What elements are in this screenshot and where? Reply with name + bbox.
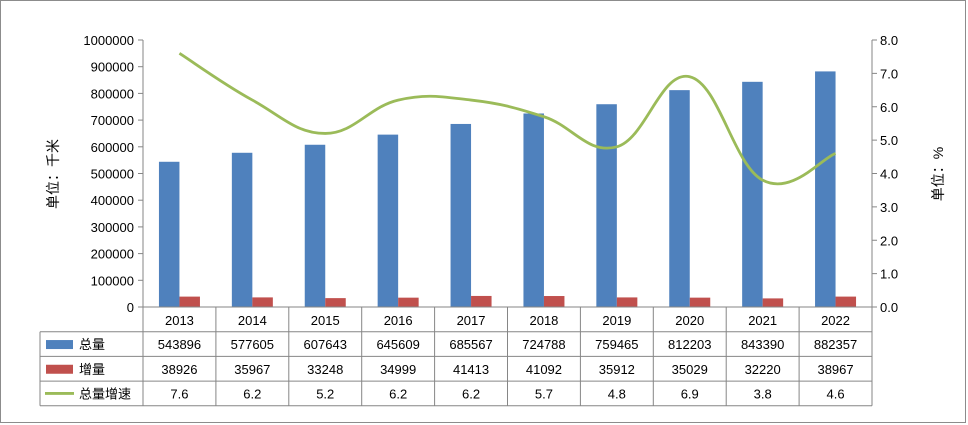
bar-total <box>669 90 690 307</box>
table-cell-value: 38926 <box>161 362 197 377</box>
bar-increment <box>689 297 711 307</box>
x-tick-label: 2020 <box>675 313 704 328</box>
table-cell-value: 6.2 <box>389 386 407 401</box>
y-left-tick-label: 200000 <box>91 247 134 262</box>
y-right-tick-label: 3.0 <box>880 200 898 215</box>
y-left-tick-label: 900000 <box>91 60 134 75</box>
bar-increment <box>325 298 346 307</box>
table-cell-value: 645609 <box>376 337 419 352</box>
table-cell-value: 843390 <box>741 337 784 352</box>
table-cell-value: 724788 <box>522 337 565 352</box>
y-axis-right-title: 单位：% <box>930 147 946 201</box>
x-tick-label: 2019 <box>602 313 631 328</box>
table-cell-value: 3.8 <box>754 386 772 401</box>
table-cell-value: 6.2 <box>243 386 261 401</box>
y-right-tick-label: 7.0 <box>880 66 898 81</box>
table-cell-value: 7.6 <box>170 386 188 401</box>
bar-total <box>523 113 544 308</box>
table-cell-value: 6.9 <box>681 386 699 401</box>
y-right-tick-label: 5.0 <box>880 133 898 148</box>
bar-increment <box>543 296 565 307</box>
table-cell-value: 5.7 <box>535 386 553 401</box>
legend-label: 总量增速 <box>79 386 131 401</box>
y-left-tick-label: 700000 <box>91 113 134 128</box>
bar-increment <box>616 297 638 307</box>
bar-increment <box>252 297 273 307</box>
y-left-tick-label: 600000 <box>91 140 134 155</box>
bar-increment <box>398 297 419 307</box>
table-cell-value: 35912 <box>599 362 635 377</box>
table-cell-value: 812203 <box>668 337 711 352</box>
x-tick-label: 2018 <box>529 313 558 328</box>
table-cell-value: 6.2 <box>462 386 480 401</box>
table-cell-value: 35029 <box>672 362 708 377</box>
x-tick-label: 2013 <box>165 313 194 328</box>
bar-increment <box>835 296 857 307</box>
bar-increment <box>471 295 492 307</box>
table-cell-value: 33248 <box>307 362 343 377</box>
bar-increment <box>179 296 200 307</box>
y-left-tick-label: 1000000 <box>83 33 134 48</box>
bar-total <box>304 144 326 307</box>
table-cell-value: 543896 <box>158 337 201 352</box>
table-cell-value: 35967 <box>234 362 270 377</box>
y-left-tick-label: 500000 <box>91 167 134 182</box>
table-cell-value: 882357 <box>814 337 857 352</box>
y-right-tick-label: 1.0 <box>880 267 898 282</box>
x-tick-label: 2014 <box>238 313 267 328</box>
table-cell-value: 5.2 <box>316 386 334 401</box>
y-right-tick-label: 4.0 <box>880 167 898 182</box>
y-right-tick-label: 6.0 <box>880 100 898 115</box>
y-right-tick-label: 8.0 <box>880 33 898 48</box>
y-right-tick-label: 0.0 <box>880 300 898 315</box>
bar-total <box>596 104 617 308</box>
table-cell-value: 759465 <box>595 337 638 352</box>
x-tick-label: 2021 <box>748 313 777 328</box>
legend-label: 总量 <box>79 337 105 352</box>
table-cell-value: 685567 <box>449 337 492 352</box>
x-tick-label: 2022 <box>821 313 850 328</box>
table-cell-value: 32220 <box>745 362 781 377</box>
y-left-tick-label: 800000 <box>91 86 134 101</box>
y-right-tick-label: 2.0 <box>880 233 898 248</box>
bar-increment <box>762 298 784 307</box>
table-cell-value: 41413 <box>453 362 489 377</box>
bar-total <box>742 81 763 307</box>
line-growth-rate <box>178 52 837 186</box>
bar-total <box>377 134 399 307</box>
y-left-tick-label: 400000 <box>91 193 134 208</box>
legend-label: 增量 <box>79 362 105 377</box>
legend-key-total <box>46 340 73 350</box>
table-cell-value: 4.8 <box>608 386 626 401</box>
bar-total <box>231 152 253 307</box>
table-cell-value: 607643 <box>304 337 347 352</box>
x-tick-label: 2015 <box>311 313 340 328</box>
table-cell-value: 34999 <box>380 362 416 377</box>
table-cell-value: 577605 <box>231 337 274 352</box>
y-left-tick-label: 0 <box>127 300 134 315</box>
x-tick-label: 2017 <box>457 313 486 328</box>
x-tick-label: 2016 <box>384 313 413 328</box>
bar-total <box>450 123 472 307</box>
table-cell-value: 4.6 <box>827 386 845 401</box>
y-left-tick-label: 100000 <box>91 273 134 288</box>
bar-total <box>815 71 836 308</box>
legend-key-increment <box>46 364 73 374</box>
table-cell-value: 41092 <box>526 362 562 377</box>
table-cell-value: 38967 <box>817 362 853 377</box>
bar-total <box>158 161 180 307</box>
y-left-tick-label: 300000 <box>91 220 134 235</box>
y-axis-left-title: 单位：千米 <box>45 139 61 209</box>
